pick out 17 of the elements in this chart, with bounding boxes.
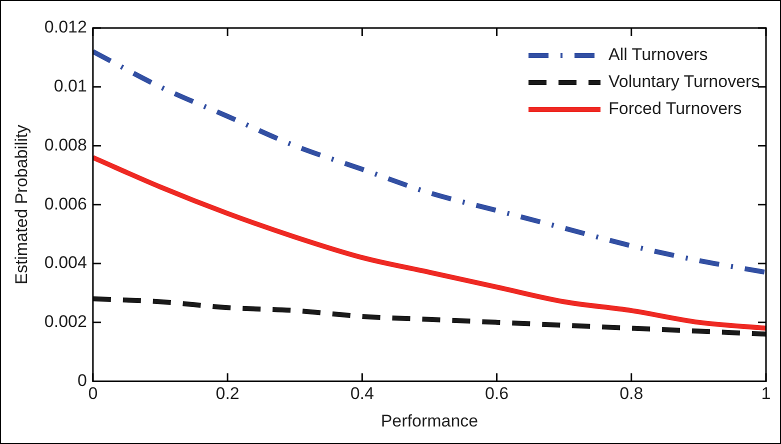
y-tick-label: 0.01 (54, 76, 87, 96)
x-tick-label: 0.4 (350, 384, 374, 404)
y-tick-label: 0.006 (44, 194, 87, 214)
x-tick-label: 1 (761, 384, 771, 404)
y-tick-label: 0.008 (44, 135, 87, 154)
y-tick-label: 0.002 (44, 312, 87, 332)
legend-label: All Turnovers (608, 45, 708, 64)
y-tick-label: 0.012 (44, 18, 87, 37)
x-tick-label: 0.2 (216, 384, 240, 404)
y-axis-title: Estimated Probability (12, 124, 31, 284)
legend-label: Voluntary Turnovers (608, 72, 760, 92)
x-tick-label: 0.6 (484, 384, 509, 404)
y-tick-label: 0 (77, 370, 87, 390)
y-tick-label: 0.004 (44, 253, 87, 272)
x-tick-label: 0.8 (620, 384, 644, 404)
x-axis-title: Performance (380, 411, 478, 430)
legend-label: Forced Turnovers (608, 99, 742, 118)
